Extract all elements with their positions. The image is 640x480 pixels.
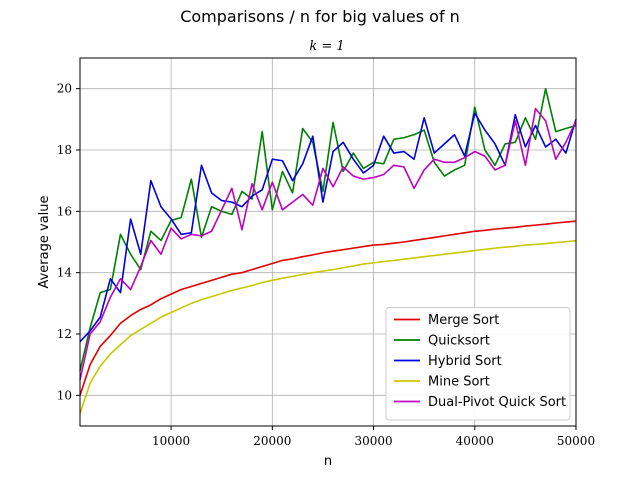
legend-label-quicksort: Quicksort (428, 334, 490, 349)
y-tick-label: 20 (57, 82, 72, 96)
plot-frame (79, 57, 577, 427)
x-tick-label: 20000 (253, 434, 291, 448)
y-tick-label: 18 (57, 143, 72, 157)
axis-ticks: 10000 20000 30000 40000 50000 10 12 14 16 18 20 (57, 82, 595, 448)
y-tick-label: 10 (57, 388, 72, 402)
y-tick-label: 14 (57, 266, 73, 280)
x-tick-label: 10000 (152, 434, 190, 448)
series-line-merge-sort (79, 220, 577, 396)
series-line-dual-pivot-quick-sort (79, 107, 577, 381)
legend-label-dual-pivot-quick-sort: Dual-Pivot Quick Sort (428, 395, 566, 410)
y-axis-label: Average value (37, 195, 52, 288)
x-tick-label: 50000 (557, 434, 595, 448)
x-axis-label: n (324, 454, 332, 469)
legend-label-merge-sort: Merge Sort (428, 313, 499, 328)
legend-label-hybrid-sort: Hybrid Sort (428, 354, 502, 369)
series-line-mine-sort (79, 239, 577, 414)
series-line-quicksort (79, 87, 577, 371)
y-tick-label: 16 (57, 204, 72, 218)
chart-subtitle: k = 1 (309, 39, 344, 54)
legend-label-mine-sort: Mine Sort (428, 375, 490, 390)
y-tick-label: 12 (57, 327, 72, 341)
x-tick-label: 30000 (354, 434, 392, 448)
plot-series (79, 87, 577, 414)
x-tick-label: 40000 (456, 434, 494, 448)
grid (80, 58, 577, 426)
legend-box (385, 307, 571, 421)
chart-title: Comparisons / n for big values of n (180, 7, 460, 26)
legend: Merge Sort Quicksort Hybrid Sort Mine Sort D… (385, 307, 571, 421)
